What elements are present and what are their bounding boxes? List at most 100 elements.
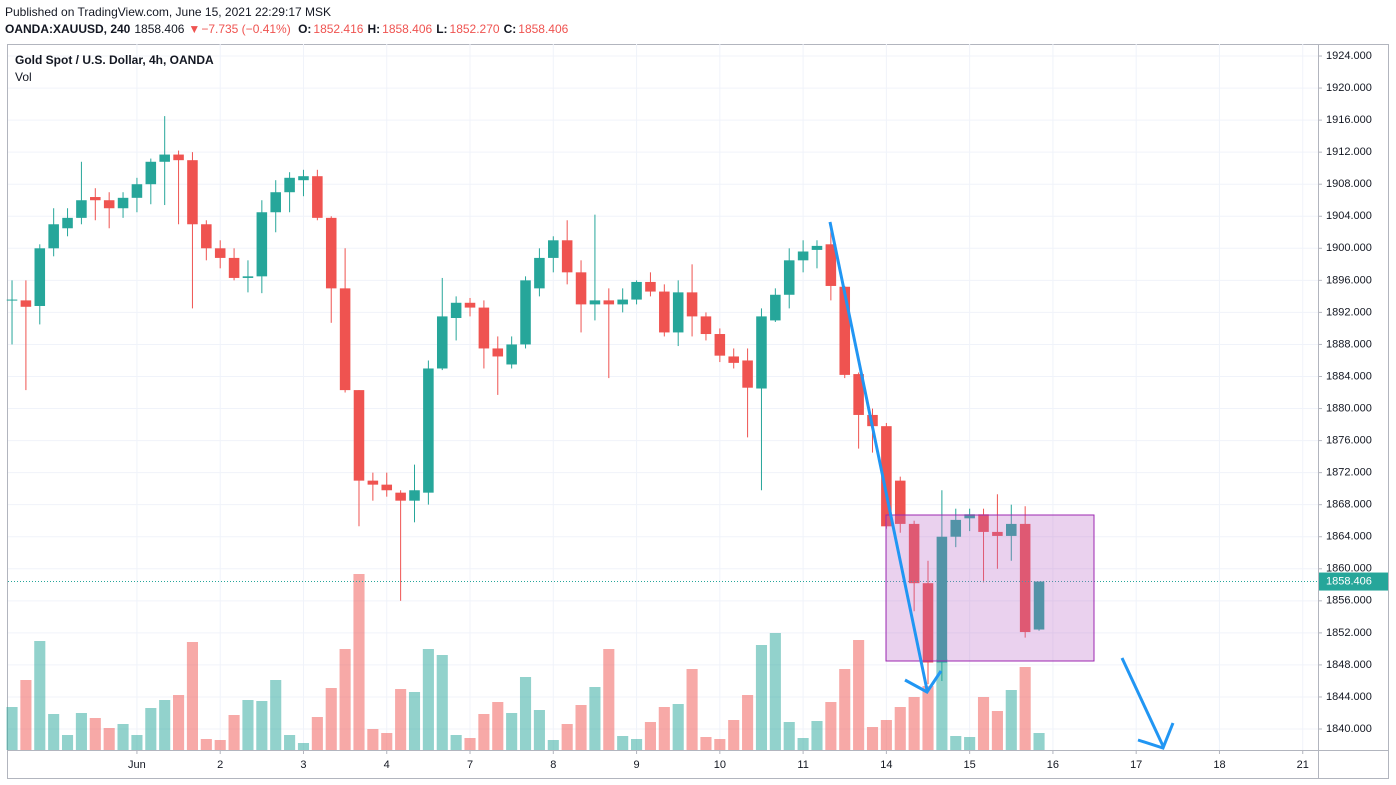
y-tick-label: 1848.000 [1326, 659, 1372, 671]
volume-bar [964, 737, 976, 750]
candle-body [242, 276, 254, 278]
volume-bar [728, 720, 740, 750]
volume-bar [145, 708, 157, 750]
volume-bar [311, 717, 323, 750]
volume-bar [436, 655, 448, 750]
volume-bar [825, 702, 837, 750]
y-tick-label: 1912.000 [1326, 146, 1372, 158]
candle-body [339, 288, 351, 391]
y-tick-label: 1860.000 [1326, 563, 1372, 575]
volume-bar [395, 689, 407, 750]
volume-bar [506, 713, 518, 750]
candle-body [1006, 523, 1017, 536]
candle-body [34, 248, 46, 306]
candle-body [270, 192, 281, 213]
candle-body [797, 251, 809, 261]
last-price-box [1319, 572, 1388, 591]
volume-bar [117, 724, 129, 750]
volume-bar [658, 707, 670, 750]
candle-body [964, 514, 975, 519]
y-tick-label: 1876.000 [1326, 434, 1372, 446]
candle-body [561, 240, 573, 273]
candle-body [103, 200, 115, 209]
volume-bar [575, 705, 587, 750]
arrow-head [1137, 722, 1175, 750]
candle-body [936, 536, 948, 663]
candle-body [672, 292, 684, 333]
candle-body [645, 281, 656, 292]
volume-bar [561, 724, 573, 750]
ohlc-key: O: [298, 22, 312, 36]
quote-line: OANDA:XAUUSD, 240 1858.406 ▼−7.735 (−0.41%… [5, 21, 572, 38]
volume-bar [755, 645, 768, 750]
candle-body [881, 426, 892, 527]
x-tick-label: 3 [300, 759, 306, 771]
volume-bar [880, 720, 892, 750]
volume-bar [922, 686, 934, 750]
candle-body [131, 184, 143, 198]
y-tick-label: 1880.000 [1326, 402, 1372, 414]
candle-body [520, 280, 531, 345]
volume-bar [450, 735, 462, 750]
x-tick-label: 9 [633, 759, 639, 771]
candle-body [450, 302, 462, 319]
y-tick-label: 1920.000 [1326, 82, 1372, 94]
candle-body [1019, 523, 1031, 633]
x-tick-label: 2 [217, 759, 223, 771]
candle-body [575, 272, 587, 305]
volume-bar [811, 721, 823, 750]
x-tick-label: 10 [714, 759, 726, 771]
candle-body [159, 154, 170, 162]
candle-body [603, 300, 615, 305]
candle-body [770, 294, 781, 321]
y-tick-label: 1892.000 [1326, 306, 1372, 318]
candle-body [783, 260, 795, 295]
x-tick-label: 8 [550, 759, 556, 771]
projection-line [1120, 657, 1165, 747]
volume-bar [686, 669, 698, 750]
candle-body [659, 291, 670, 333]
last-price-label: 1858.406 [1326, 575, 1372, 587]
y-tick-label: 1872.000 [1326, 467, 1372, 479]
volume-bar [159, 700, 171, 750]
ohlc-value: 1858.406 [518, 22, 569, 36]
volume-bar [297, 743, 310, 750]
volume-bar [950, 736, 962, 750]
candle-body [922, 583, 934, 663]
candle-body [825, 244, 837, 286]
chart-title: Gold Spot / U.S. Dollar, 4h, OANDA [15, 53, 214, 67]
volume-bar [853, 640, 865, 750]
candle-body [173, 154, 184, 161]
volume-bar [492, 702, 504, 750]
candle-body [742, 360, 753, 388]
volume-bar [644, 722, 656, 750]
candle-body [714, 334, 726, 356]
ohlc-value: 1858.406 [382, 22, 433, 36]
volume-bar [894, 707, 906, 750]
y-tick-label: 1864.000 [1326, 531, 1372, 543]
volume-bar [700, 737, 712, 750]
published: Published on TradingView.com, June 15, 2… [5, 5, 331, 19]
volume-label: Vol [15, 70, 32, 84]
volume-bar [103, 728, 115, 750]
candle-body [423, 368, 434, 493]
candle-body [839, 286, 851, 375]
y-tick-label: 1840.000 [1326, 723, 1372, 735]
x-tick-label: 4 [384, 759, 390, 771]
volume-bar [48, 714, 60, 750]
volume-bar [34, 641, 46, 750]
volume-bar [325, 688, 337, 750]
y-tick-label: 1924.000 [1326, 50, 1372, 62]
volume-bar [797, 738, 809, 750]
candle-body [686, 292, 698, 317]
range-box [885, 514, 1095, 662]
volume-bar [422, 649, 434, 750]
candle-body [395, 492, 406, 501]
volume-bar [478, 714, 490, 750]
volume-bar [256, 701, 268, 750]
candle-body [312, 176, 323, 218]
candle-body [256, 212, 268, 277]
volume-bar [200, 739, 212, 750]
volume-bar [367, 729, 379, 750]
candle-body [548, 240, 559, 258]
